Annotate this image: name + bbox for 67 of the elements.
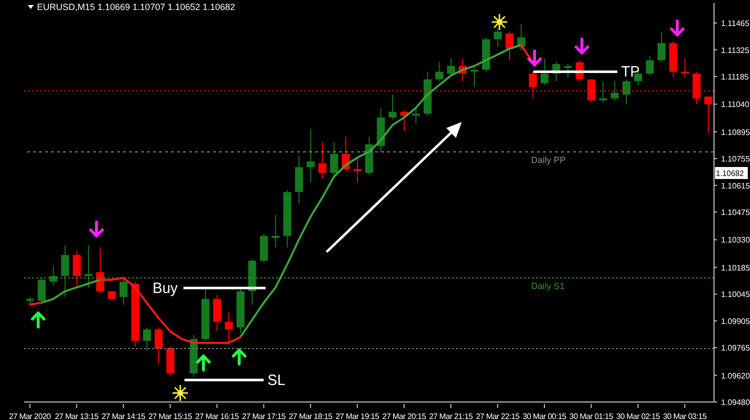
candlestick <box>412 108 420 124</box>
candlestick <box>330 142 338 176</box>
y-tick-label: 1.10475 <box>721 208 750 218</box>
x-tick-label: 27 Mar 2020 <box>9 412 52 420</box>
y-tick-label: 1.11040 <box>721 100 750 110</box>
candlestick <box>272 214 280 248</box>
y-tick-label: 1.10330 <box>721 236 750 245</box>
x-tick-label: 30 Mar 00:15 <box>522 412 568 420</box>
candlestick <box>318 142 326 180</box>
candlestick <box>599 80 608 103</box>
y-tick-label: 1.10045 <box>721 290 750 300</box>
x-tick-label: 27 Mar 19:15 <box>336 412 380 420</box>
x-tick-label: 27 Mar 21:15 <box>429 412 474 420</box>
candlestick <box>84 244 92 288</box>
candlestick <box>564 64 572 78</box>
candlestick <box>587 78 596 103</box>
x-tick-label: 30 Mar 01:15 <box>569 412 614 420</box>
candlestick <box>61 244 70 298</box>
ref-line-label: Daily S1 <box>531 280 565 291</box>
x-tick-label: 30 Mar 02:15 <box>616 412 661 420</box>
y-tick-label: 1.10895 <box>721 128 750 137</box>
annotation: SL <box>268 372 286 390</box>
candlestick <box>353 157 362 183</box>
y-tick-label: 1.09765 <box>721 344 750 353</box>
x-tick-label: 27 Mar 22:15 <box>476 412 520 420</box>
x-tick-label: 30 Mar 03:15 <box>662 412 708 420</box>
y-tick-label: 1.10615 <box>721 181 750 190</box>
candlestick <box>680 58 689 78</box>
candlestick <box>435 62 444 82</box>
ref-line-label: Daily PP <box>531 154 566 165</box>
annotation: TP <box>621 64 640 81</box>
x-tick-label: 27 Mar 17:15 <box>242 412 286 420</box>
candlestick <box>154 327 163 364</box>
x-tick-label: 27 Mar 18:15 <box>288 412 334 420</box>
x-tick-label: 27 Mar 15:15 <box>148 412 193 420</box>
candlestick <box>142 327 151 351</box>
x-tick-label: 27 Mar 20:15 <box>382 412 427 420</box>
x-tick-label: 27 Mar 16:15 <box>195 412 240 420</box>
y-tick-label: 1.10185 <box>721 263 750 272</box>
candlestick <box>540 58 549 86</box>
candlestick <box>528 71 537 99</box>
candlestick <box>622 78 630 105</box>
candlestick <box>213 294 222 332</box>
candlestick <box>610 80 619 101</box>
candlestick <box>447 58 456 76</box>
x-tick-label: 27 Mar 13:15 <box>54 412 100 420</box>
annotation: Buy <box>152 280 178 298</box>
candlestick <box>120 277 128 306</box>
candlestick <box>704 96 712 134</box>
y-tick-label: 1.09480 <box>721 398 750 407</box>
candlestick <box>646 56 654 76</box>
candlestick <box>38 277 46 304</box>
candlestick <box>72 250 81 286</box>
text: 1.10682 <box>716 168 744 178</box>
candlestick <box>224 312 233 344</box>
candlestick <box>388 94 397 120</box>
y-tick-label: 1.09905 <box>721 316 750 326</box>
candlestick <box>658 31 666 63</box>
y-tick-label: 1.10755 <box>721 154 750 164</box>
candlestick <box>505 31 514 61</box>
y-tick-label: 1.09620 <box>721 371 750 380</box>
y-tick-label: 1.11465 <box>721 19 750 28</box>
chart-title: EURUSD,M15 1.10669 1.10707 1.10652 1.10682 <box>37 2 236 12</box>
y-tick-label: 1.11325 <box>721 46 750 55</box>
x-tick-label: 27 Mar 14:15 <box>102 412 146 420</box>
candlestick <box>306 128 315 183</box>
y-tick-label: 1.11185 <box>721 72 750 82</box>
